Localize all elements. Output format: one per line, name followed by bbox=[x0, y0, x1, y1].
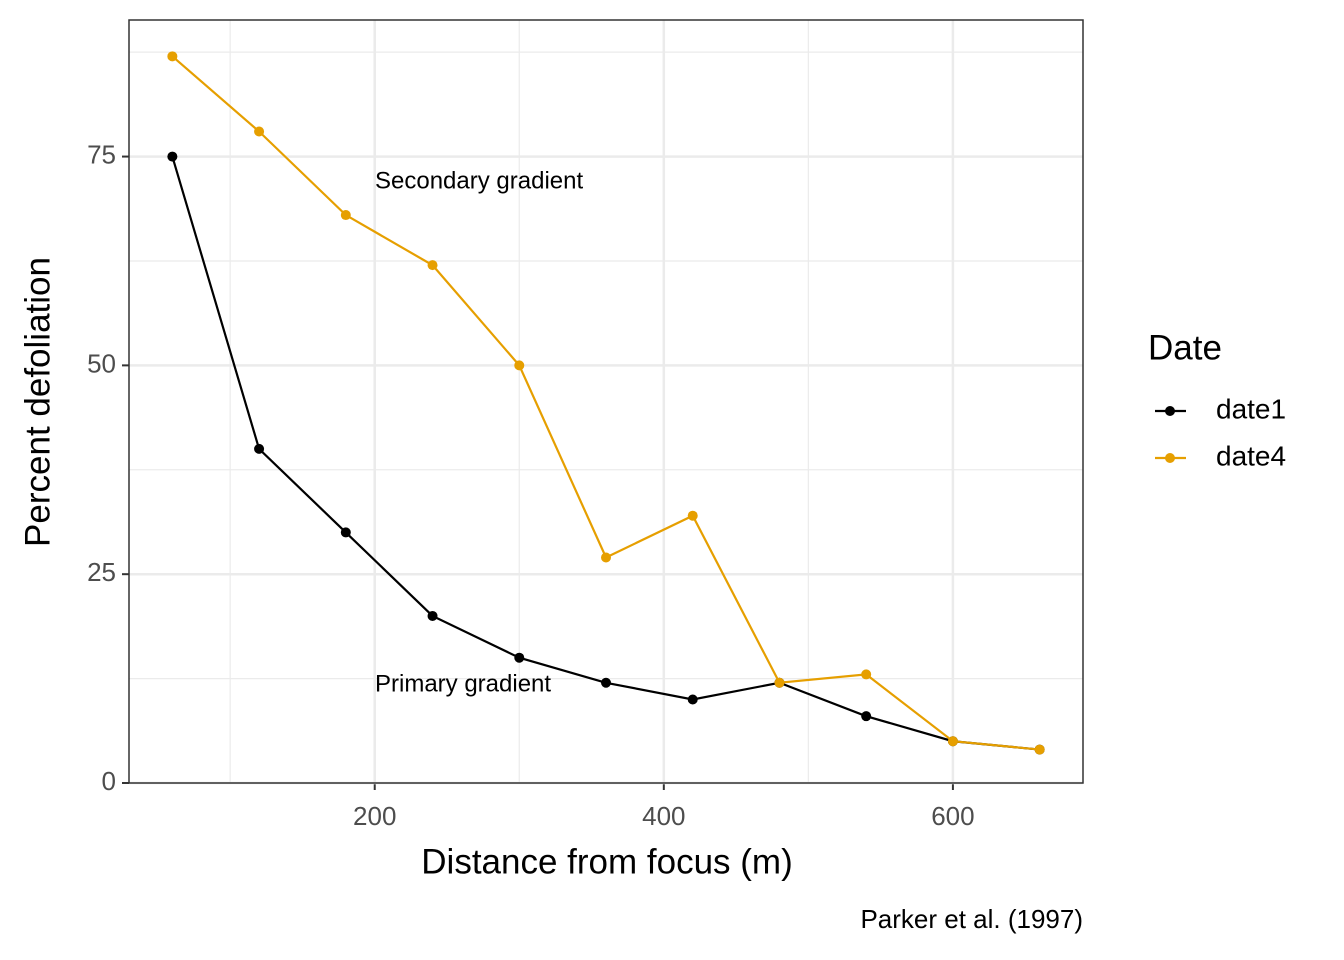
data-point bbox=[514, 360, 525, 371]
x-tick-label: 400 bbox=[642, 801, 685, 831]
data-point bbox=[774, 677, 785, 688]
data-point bbox=[340, 527, 351, 538]
series-line bbox=[171, 156, 1040, 751]
x-axis-title: Distance from focus (m) bbox=[421, 842, 792, 881]
legend-title: Date bbox=[1148, 328, 1222, 367]
data-point bbox=[427, 260, 438, 271]
y-tick-label: 25 bbox=[87, 557, 116, 587]
data-point bbox=[601, 677, 611, 688]
data-point bbox=[601, 552, 611, 563]
legend-key-point bbox=[1165, 453, 1175, 463]
data-point bbox=[167, 151, 178, 162]
panel-border bbox=[128, 19, 1084, 784]
data-point bbox=[340, 210, 351, 221]
x-tick-label: 200 bbox=[353, 801, 396, 831]
data-point bbox=[427, 610, 438, 621]
data-point bbox=[254, 126, 265, 137]
data-point bbox=[861, 711, 872, 722]
data-point bbox=[514, 652, 525, 663]
annotation: Secondary gradient bbox=[375, 167, 583, 194]
x-tick-label: 600 bbox=[931, 801, 974, 831]
data-point bbox=[947, 736, 958, 747]
series-line bbox=[171, 55, 1040, 751]
data-point bbox=[687, 510, 698, 521]
y-tick-label: 75 bbox=[87, 139, 116, 169]
caption: Parker et al. (1997) bbox=[860, 904, 1083, 934]
legend-label: date1 bbox=[1216, 393, 1286, 424]
y-tick-label: 50 bbox=[87, 348, 116, 378]
y-tick-label: 0 bbox=[102, 766, 116, 796]
data-point bbox=[687, 694, 698, 705]
data-point bbox=[254, 443, 265, 454]
data-point bbox=[1034, 744, 1045, 755]
legend-key-point bbox=[1165, 406, 1175, 416]
data-point bbox=[167, 51, 178, 62]
y-axis-title: Percent defoliation bbox=[18, 257, 57, 547]
legend-label: date4 bbox=[1216, 440, 1286, 471]
data-point bbox=[861, 669, 872, 680]
annotation: Primary gradient bbox=[375, 670, 551, 697]
